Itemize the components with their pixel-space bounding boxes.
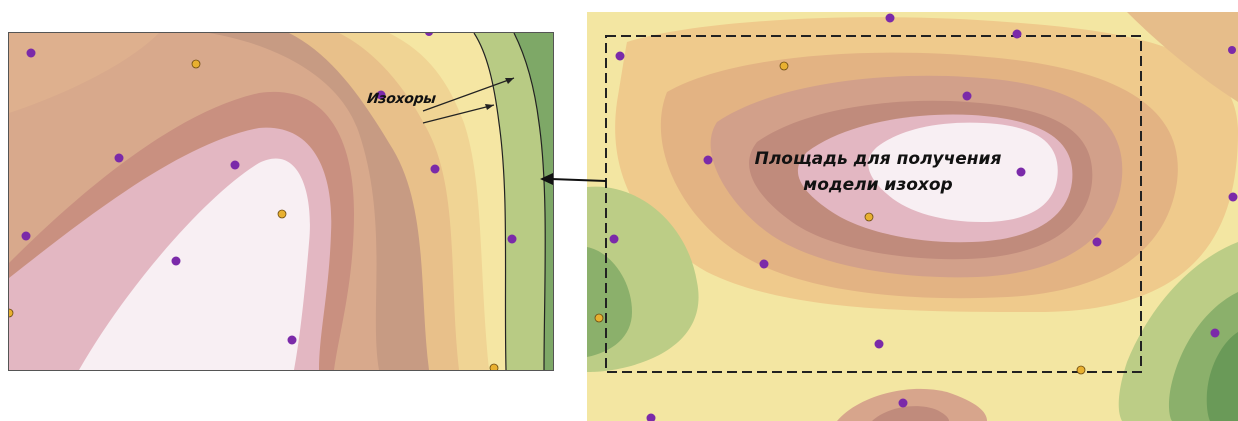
contour-band [79,158,310,370]
isochores-label: Изохоры [366,91,437,107]
well-marker-icon [864,212,874,222]
data-point [609,234,619,244]
isochore-band [1206,332,1238,421]
contour-band [1127,12,1238,102]
well-marker-icon [277,209,287,219]
isochore-band [474,33,553,370]
well-marker-icon [191,59,201,69]
well-marker-icon [1076,365,1086,375]
area-caption-line: Площадь для получения [754,149,1002,169]
data-point [114,153,124,163]
data-point [703,155,713,165]
data-point [1016,167,1026,177]
data-point [425,33,433,36]
contour-band [9,33,159,113]
data-point [376,90,386,100]
data-point [615,51,625,61]
overview-map-graphic [587,12,1238,421]
data-points [21,33,517,345]
contour-band [872,406,949,421]
contour-band [868,122,1058,222]
data-point [230,160,240,170]
data-point [962,91,972,101]
area-caption-line: модели изохор [803,175,953,195]
data-point [171,256,181,266]
data-point [287,335,297,345]
data-point [21,231,31,241]
area-caption: Площадь для получения модели изохор [728,146,1028,198]
isochore-line [473,33,507,370]
well-markers [9,59,499,370]
data-point [430,164,440,174]
data-point [885,13,895,23]
arrowhead-icon [505,78,514,84]
arrowhead-icon [485,104,494,110]
data-point [1012,29,1022,39]
contour-band [837,388,987,421]
isochore-band [587,247,632,357]
well-marker-icon [489,363,499,370]
data-point [1228,46,1236,54]
well-markers [594,61,1086,375]
data-point [507,234,517,244]
data-point [26,48,36,58]
well-marker-icon [594,313,604,323]
isochore-pointer-line [422,104,495,124]
data-point [1210,328,1220,338]
data-point [759,259,769,269]
data-point [898,398,908,408]
zoomed-map-panel [8,32,554,371]
data-point [874,339,884,349]
data-point [646,413,656,421]
data-point [1228,192,1238,202]
well-marker-icon [9,308,14,318]
well-marker-icon [779,61,789,71]
isochore-band [514,33,553,370]
data-point [1092,237,1102,247]
overview-map-panel [587,12,1238,421]
data-points [609,13,1238,421]
zoomed-map-graphic [9,33,553,370]
isochore-line [513,33,546,370]
isochore-pointer-line [422,77,515,112]
